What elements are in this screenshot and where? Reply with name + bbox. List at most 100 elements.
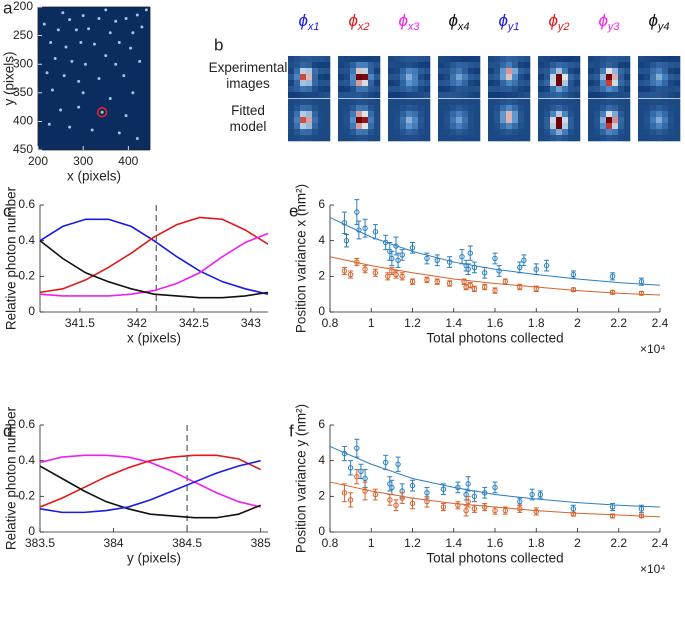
pixel: [488, 105, 495, 112]
pixel: [618, 123, 625, 130]
pixel: [568, 99, 575, 106]
point: [434, 278, 440, 285]
pixel: [456, 68, 463, 75]
pixel: [500, 56, 507, 63]
pixel: [624, 123, 631, 130]
pixel: [662, 74, 669, 81]
pixel: [438, 117, 445, 124]
pixel: [494, 123, 501, 130]
spot: [45, 71, 49, 75]
pixel: [638, 56, 645, 63]
pixel: [606, 99, 613, 106]
spot: [68, 18, 72, 22]
psf-image: [338, 56, 381, 99]
pixel: [456, 117, 463, 124]
pixel: [674, 105, 681, 112]
pixel: [400, 123, 407, 130]
pixel: [612, 74, 619, 81]
pixel: [294, 111, 301, 118]
pixel: [662, 111, 669, 118]
pixel: [494, 92, 501, 99]
pixel: [462, 92, 469, 99]
pixel: [418, 123, 425, 130]
pixel: [494, 99, 501, 106]
point: [347, 497, 354, 503]
symbol: ϕ: [398, 11, 407, 30]
pixel: [524, 123, 531, 130]
pixel: [400, 111, 407, 118]
pixel: [600, 86, 607, 93]
pixel: [300, 123, 307, 130]
pixel: [494, 68, 501, 75]
spot: [47, 122, 51, 126]
x-tick-label: 342.5: [179, 316, 209, 330]
x-tick-label: 400: [118, 154, 138, 168]
pixel: [362, 80, 369, 87]
pixel: [324, 62, 331, 69]
point: [354, 209, 360, 215]
pixel: [424, 68, 431, 75]
pixel: [288, 62, 295, 69]
pixel: [668, 111, 675, 118]
pixel: [488, 123, 495, 130]
x-axis-label: Total photons collected: [426, 551, 563, 566]
pixel: [668, 74, 675, 81]
pixel: [406, 56, 413, 63]
spot: [56, 28, 60, 32]
subscript: x1: [307, 21, 320, 33]
pixel: [524, 80, 531, 87]
pixel: [368, 129, 375, 136]
point: [481, 270, 488, 276]
spot: [83, 62, 87, 66]
pixel: [312, 62, 319, 69]
pixel: [318, 111, 325, 118]
pixel: [624, 117, 631, 124]
y-tick-label: 0.4: [18, 453, 35, 467]
pixel: [650, 92, 657, 99]
error-bar: [424, 495, 430, 508]
pixel: [518, 105, 525, 112]
y-axis-label: Position variance x (nm²): [294, 184, 309, 333]
pixel: [300, 68, 307, 75]
pixel: [544, 123, 551, 130]
pixel: [368, 56, 375, 63]
pixel: [512, 111, 519, 118]
pixel: [418, 86, 425, 93]
pixel: [538, 99, 545, 106]
pixel: [324, 111, 331, 118]
pixel: [394, 56, 401, 63]
pixel: [324, 68, 331, 75]
pixel: [350, 135, 357, 142]
pixel: [294, 105, 301, 112]
pixel: [650, 80, 657, 87]
pixel: [650, 68, 657, 75]
x-tick-label: 1: [368, 536, 375, 550]
pixel: [662, 92, 669, 99]
column-header: ϕy2: [548, 11, 569, 32]
pixel: [456, 105, 463, 112]
subscript: y1: [507, 21, 520, 33]
pixel: [662, 117, 669, 124]
y-tick-label: 250: [13, 28, 33, 42]
subscript: y3: [607, 21, 621, 33]
error-bar: [467, 245, 473, 261]
pixel: [668, 123, 675, 130]
pixel: [368, 99, 375, 106]
column-header: ϕy3: [598, 11, 620, 32]
pixel: [606, 117, 613, 124]
pixel: [550, 86, 557, 93]
pixel: [650, 99, 657, 106]
pixel: [524, 92, 531, 99]
pixel: [468, 80, 475, 87]
pixel: [474, 74, 481, 81]
pixel: [594, 62, 601, 69]
pixel: [524, 86, 531, 93]
pixel: [406, 86, 413, 93]
pixel: [374, 135, 381, 142]
pixel: [650, 105, 657, 112]
pixel: [656, 80, 663, 87]
pixel: [606, 86, 613, 93]
pixel: [362, 92, 369, 99]
pixel: [544, 135, 551, 142]
symbol: ϕ: [448, 11, 457, 30]
